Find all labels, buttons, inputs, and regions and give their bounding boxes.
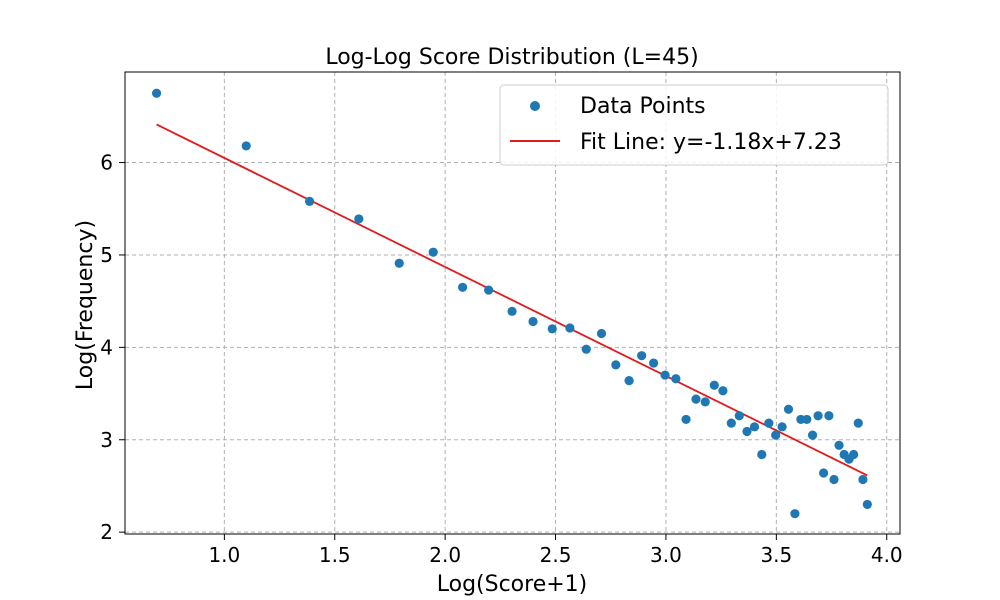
x-tick-label: 1.0 <box>208 543 240 567</box>
data-point <box>581 344 591 354</box>
legend-box <box>499 84 889 166</box>
data-points-layer <box>151 88 872 519</box>
data-point <box>718 386 728 396</box>
data-point <box>691 394 701 404</box>
data-point <box>241 141 251 151</box>
data-point <box>853 418 863 428</box>
data-point <box>648 358 659 368</box>
data-point <box>660 370 670 380</box>
data-point <box>709 380 719 390</box>
data-point <box>637 351 647 361</box>
data-point <box>596 328 607 339</box>
chart-title: Log-Log Score Distribution (L=45) <box>325 45 698 70</box>
x-tick-label: 2.5 <box>540 543 572 567</box>
data-point <box>700 397 710 407</box>
fit-line-layer <box>156 123 868 477</box>
x-tick-label: 3.5 <box>760 543 792 567</box>
data-point <box>611 360 621 370</box>
legend-label-fit-line: Fit Line: y=-1.18x+7.23 <box>580 130 842 155</box>
y-tick-label: 5 <box>100 243 113 267</box>
data-point <box>671 374 681 384</box>
data-point <box>783 404 794 414</box>
data-point <box>507 306 517 316</box>
data-point <box>777 422 787 432</box>
y-tick-label: 6 <box>100 151 113 175</box>
data-point <box>829 474 839 485</box>
data-point <box>428 247 438 257</box>
data-point <box>862 499 872 510</box>
y-tick-label: 3 <box>100 428 113 452</box>
data-point <box>547 324 557 334</box>
data-point <box>802 414 812 425</box>
legend-marker-data-points <box>530 101 540 111</box>
data-point <box>726 418 736 428</box>
data-point <box>304 196 315 206</box>
x-tick-label: 1.5 <box>319 543 351 567</box>
y-axis-title: Log(Frequency) <box>73 220 98 390</box>
data-point <box>824 411 834 421</box>
data-point <box>624 376 634 386</box>
data-point <box>734 411 744 421</box>
x-axis-title: Log(Score+1) <box>437 572 588 597</box>
data-point <box>457 282 468 292</box>
x-tick-label: 3.0 <box>650 543 682 567</box>
data-point <box>681 414 691 425</box>
legend-label-data-points: Data Points <box>580 94 706 119</box>
x-axis-ticks: 1.0 1.5 2.0 2.5 3.0 3.5 4.0 <box>208 534 903 567</box>
data-point <box>757 449 767 460</box>
data-point <box>813 411 823 421</box>
data-point <box>749 422 760 432</box>
data-point <box>819 468 829 478</box>
data-point <box>151 88 162 98</box>
data-point <box>528 316 538 327</box>
data-point <box>742 426 752 437</box>
y-tick-label: 2 <box>100 520 113 544</box>
data-point <box>354 214 364 224</box>
data-point <box>858 474 868 485</box>
y-axis-ticks: 2 3 4 5 6 <box>100 151 125 544</box>
data-point <box>764 418 774 428</box>
plot-frame <box>124 71 901 535</box>
data-point <box>394 258 404 268</box>
legend: Data Points Fit Line: y=-1.18x+7.23 <box>499 84 889 166</box>
data-point <box>790 509 800 519</box>
data-point <box>834 440 844 450</box>
y-tick-label: 4 <box>100 335 113 359</box>
data-point <box>807 430 818 440</box>
fit-line <box>156 123 868 477</box>
data-point <box>565 323 575 333</box>
data-point <box>771 430 781 440</box>
x-tick-label: 4.0 <box>871 543 903 567</box>
x-tick-label: 2.0 <box>429 543 461 567</box>
data-point <box>849 449 859 460</box>
data-point <box>484 285 494 295</box>
